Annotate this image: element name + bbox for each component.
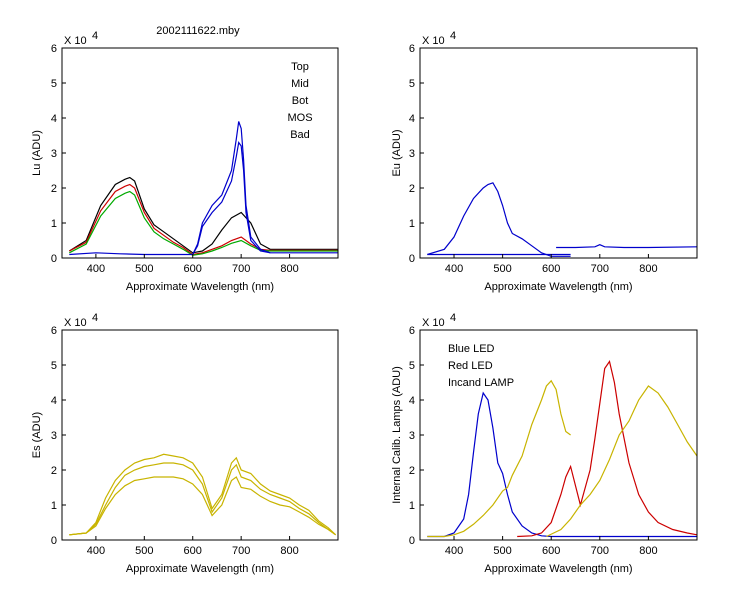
y-tick-label: 1 (409, 218, 415, 230)
y-tick-label: 5 (51, 78, 57, 90)
chart-lamps: 400 500 600 700 800 0 1 2 3 4 5 6 X 10 4 Approximate W… (391, 312, 698, 575)
x-tick-label: 400 (445, 545, 463, 557)
exponent-superscript: 4 (92, 312, 98, 324)
series-line-mid (69, 183, 338, 256)
y-tick-label: 2 (51, 465, 57, 477)
y-tick-label: 3 (409, 430, 415, 442)
series-line-eu-red (556, 244, 698, 249)
x-tick-label: 800 (639, 545, 657, 557)
series-line-es-high (69, 453, 337, 536)
exponent-label: X 10 (64, 317, 87, 329)
chart-lu: 400 500 600 700 800 0 1 2 3 4 5 6 X 10 4 Approximate W… (31, 30, 339, 293)
exponent-label: X 10 (64, 35, 87, 47)
legend-entry-bot: Bot (292, 95, 309, 107)
x-tick-label: 500 (135, 545, 153, 557)
y-tick-label: 1 (51, 218, 57, 230)
legend-entry-mid: Mid (291, 78, 309, 90)
series-line-eu (427, 182, 571, 257)
series-line-es-mid (69, 462, 336, 536)
y-tick-label: 2 (409, 465, 415, 477)
chart-eu: 400 500 600 700 800 0 1 2 3 4 5 6 X 10 4 Approximate W… (391, 30, 698, 293)
x-tick-label: 400 (87, 263, 105, 275)
legend-entry-top: Top (291, 61, 309, 73)
x-tick-label: 500 (493, 263, 511, 275)
y-tick-label: 0 (51, 535, 57, 547)
x-tick-label: 700 (591, 263, 609, 275)
exponent-label: X 10 (422, 35, 445, 47)
y-axis-label: Lu (ADU) (31, 130, 43, 176)
x-tick-label: 600 (542, 545, 560, 557)
y-tick-label: 5 (409, 78, 415, 90)
legend-entry-red-led: Red LED (448, 360, 493, 372)
x-axis-label: Approximate Wavelength (nm) (126, 563, 274, 575)
x-tick-label: 800 (280, 263, 298, 275)
y-tick-label: 4 (51, 395, 57, 407)
exponent-superscript: 4 (450, 30, 456, 42)
y-tick-label: 4 (409, 113, 415, 125)
x-tick-label: 600 (542, 263, 560, 275)
x-tick-label: 600 (184, 545, 202, 557)
y-tick-label: 6 (51, 325, 57, 337)
exponent-label: X 10 (422, 317, 445, 329)
series-line-mos (69, 121, 338, 256)
x-tick-label: 800 (280, 545, 298, 557)
x-axis-label: Approximate Wavelength (nm) (484, 563, 632, 575)
x-tick-label: 400 (87, 545, 105, 557)
y-tick-label: 6 (409, 325, 415, 337)
series-line-incand-lamp-2 (546, 385, 698, 538)
y-tick-label: 2 (409, 183, 415, 195)
series-line-top (68, 176, 338, 254)
x-tick-label: 500 (135, 263, 153, 275)
x-tick-label: 600 (184, 263, 202, 275)
x-axis-label: Approximate Wavelength (nm) (126, 281, 274, 293)
series-line-red-led (517, 360, 698, 538)
y-tick-label: 0 (409, 535, 415, 547)
y-tick-label: 1 (51, 500, 57, 512)
y-tick-label: 3 (409, 148, 415, 160)
y-tick-label: 6 (51, 43, 57, 55)
legend-entry-incand-lamp: Incand LAMP (448, 377, 514, 389)
chart-es: 400 500 600 700 800 0 1 2 3 4 5 6 X 10 4 Approximate W… (31, 312, 339, 575)
y-tick-label: 0 (51, 253, 57, 265)
legend-entry-bad: Bad (290, 129, 310, 141)
y-tick-label: 3 (51, 148, 57, 160)
y-axis-label: Es (ADU) (31, 412, 43, 458)
y-tick-label: 6 (409, 43, 415, 55)
y-tick-label: 4 (409, 395, 415, 407)
x-tick-label: 700 (591, 545, 609, 557)
figure-title: 2002111622.mby (156, 25, 240, 37)
x-axis-label: Approximate Wavelength (nm) (484, 281, 632, 293)
y-axis-label: Eu (ADU) (391, 129, 403, 176)
y-tick-label: 5 (409, 360, 415, 372)
y-tick-label: 4 (51, 113, 57, 125)
series-line-bot (69, 190, 338, 256)
series-line-incand-lamp (427, 379, 571, 538)
legend-entry-mos: MOS (287, 112, 312, 124)
legend-entry-blue-led: Blue LED (448, 343, 495, 355)
series-line-es-low (69, 476, 336, 536)
y-tick-label: 5 (51, 360, 57, 372)
x-tick-label: 800 (639, 263, 657, 275)
y-tick-label: 2 (51, 183, 57, 195)
series-line-mos-2 (192, 140, 271, 255)
series-line-blue-led (427, 391, 697, 538)
exponent-superscript: 4 (450, 312, 456, 324)
x-tick-label: 700 (232, 263, 250, 275)
exponent-superscript: 4 (92, 30, 98, 42)
plot-frame (419, 47, 698, 259)
y-axis-label: Internal Calib. Lamps (ADU) (391, 366, 403, 504)
y-tick-label: 0 (409, 253, 415, 265)
x-tick-label: 700 (232, 545, 250, 557)
x-tick-label: 500 (493, 545, 511, 557)
y-tick-label: 3 (51, 430, 57, 442)
y-tick-label: 1 (409, 500, 415, 512)
x-tick-label: 400 (445, 263, 463, 275)
